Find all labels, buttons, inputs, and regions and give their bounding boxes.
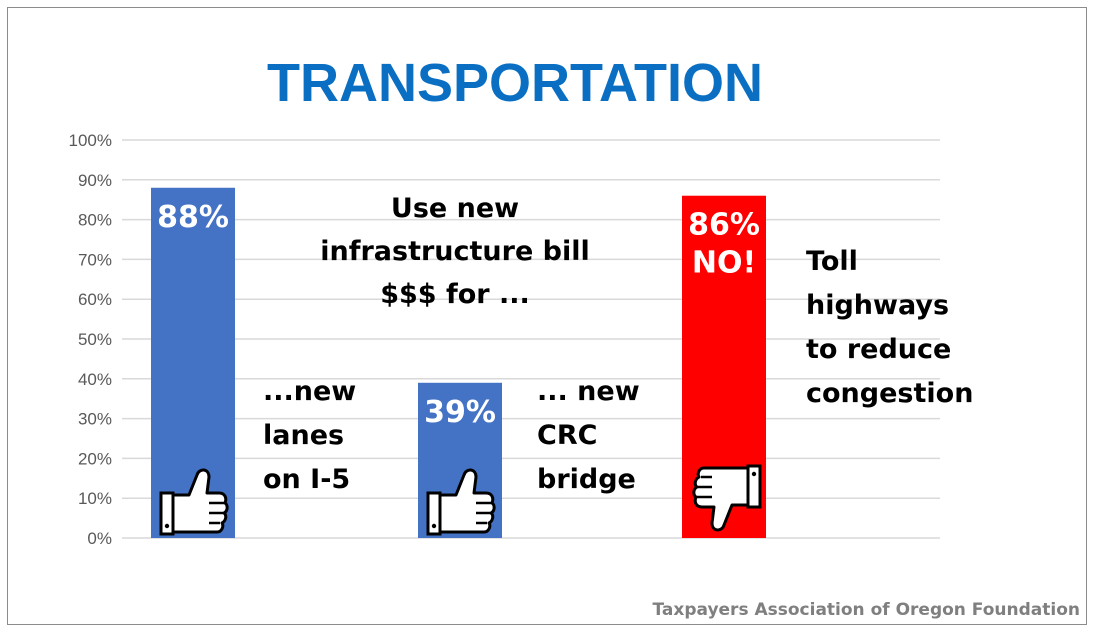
y-tick-label: 90%	[78, 171, 112, 190]
bar-value-label: 86%	[688, 208, 760, 243]
y-tick-label: 0%	[87, 529, 112, 548]
bar	[151, 187, 235, 538]
bar-description-line: CRC	[537, 420, 597, 451]
y-tick-label: 40%	[78, 370, 112, 389]
y-tick-label: 60%	[78, 290, 112, 309]
bar-description-line: bridge	[537, 464, 636, 495]
bar-value-label: 39%	[424, 395, 496, 430]
y-tick-label: 50%	[78, 330, 112, 349]
y-tick-label: 80%	[78, 211, 112, 230]
y-tick-label: 100%	[69, 131, 112, 150]
y-tick-label: 10%	[78, 489, 112, 508]
bar-description-line: highways	[806, 290, 949, 321]
bar-secondary-label: NO!	[692, 246, 756, 281]
bar-description-line: lanes	[263, 420, 344, 451]
bar-description-line: congestion	[806, 378, 973, 409]
chart-title: TRANSPORTATION	[267, 53, 763, 113]
bar-description-line: to reduce	[806, 334, 951, 365]
center-note-line: infrastructure bill	[320, 236, 590, 267]
bar-value-label: 88%	[157, 200, 229, 235]
source-credit: Taxpayers Association of Oregon Foundati…	[652, 600, 1080, 620]
bar-description-line: on I-5	[263, 464, 350, 495]
y-tick-label: 70%	[78, 250, 112, 269]
bar-description-line: ...new	[263, 376, 356, 407]
center-note-line: Use new	[391, 193, 519, 224]
bar-description-line: ... new	[537, 376, 640, 407]
y-tick-label: 20%	[78, 449, 112, 468]
bar-description-line: Toll	[806, 246, 858, 277]
center-note-line: $$$ for ...	[380, 279, 530, 310]
y-tick-label: 30%	[78, 410, 112, 429]
